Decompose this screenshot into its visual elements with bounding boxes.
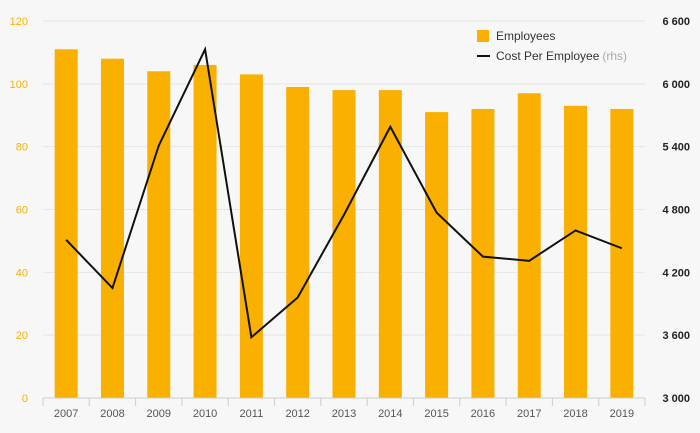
bar-employees (610, 108, 634, 398)
y-left-tick-label: 100 (10, 79, 28, 91)
x-tick-label: 2013 (332, 408, 356, 420)
y-right-tick-label: 3 000 (662, 393, 690, 405)
x-tick-label: 2015 (424, 408, 448, 420)
y-left-tick-label: 80 (16, 142, 28, 154)
y-left-tick-label: 60 (16, 205, 28, 217)
bar-employees (193, 64, 217, 398)
legend-swatch-employees (477, 30, 489, 42)
bar-employees (100, 58, 124, 398)
legend-label-cost-per-employee: Cost Per Employee (rhs) (496, 49, 627, 63)
y-left-tick-label: 0 (22, 393, 28, 405)
y-right-tick-label: 5 400 (662, 142, 690, 154)
x-tick-label: 2011 (240, 408, 264, 420)
bar-employees (286, 86, 310, 398)
x-tick-label: 2012 (285, 408, 309, 420)
bar-employees (471, 108, 495, 398)
x-tick-label: 2010 (193, 408, 217, 420)
x-tick-label: 2014 (378, 408, 402, 420)
x-tick-label: 2009 (147, 408, 171, 420)
legend-label-employees: Employees (496, 29, 555, 43)
bar-employees (54, 49, 78, 399)
bar-employees (239, 74, 263, 399)
y-right-tick-label: 4 800 (662, 205, 690, 217)
y-left-tick-label: 120 (10, 16, 28, 28)
y-left-tick-label: 40 (16, 267, 28, 279)
x-tick-label: 2016 (471, 408, 495, 420)
bar-employees (147, 71, 171, 399)
bar-employees (425, 112, 449, 398)
legend-suffix-rhs: (rhs) (602, 49, 627, 63)
y-left-tick-label: 20 (16, 330, 28, 342)
bar-employees (332, 90, 356, 398)
x-tick-label: 2018 (563, 408, 587, 420)
bar-employees (564, 105, 588, 398)
y-right-tick-label: 6 600 (662, 16, 690, 28)
x-tick-label: 2019 (610, 408, 634, 420)
x-tick-label: 2008 (100, 408, 124, 420)
x-tick-label: 2007 (54, 408, 78, 420)
bar-employees (378, 90, 402, 398)
bar-employees (517, 93, 541, 398)
y-right-tick-label: 6 000 (662, 79, 690, 91)
y-right-tick-label: 3 600 (662, 330, 690, 342)
x-tick-label: 2017 (517, 408, 541, 420)
y-right-tick-label: 4 200 (662, 267, 690, 279)
